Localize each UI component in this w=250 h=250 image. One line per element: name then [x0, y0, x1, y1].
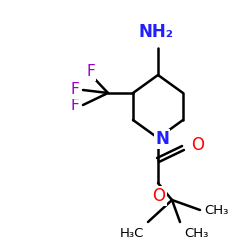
Text: O: O	[152, 187, 166, 205]
Text: F: F	[70, 82, 79, 98]
Text: CH₃: CH₃	[184, 227, 208, 240]
Text: NH₂: NH₂	[138, 23, 173, 41]
Text: N: N	[155, 130, 169, 148]
Text: O: O	[191, 136, 204, 154]
Text: F: F	[86, 64, 95, 80]
Text: F: F	[70, 98, 79, 112]
Text: H₃C: H₃C	[120, 227, 144, 240]
Text: CH₃: CH₃	[204, 204, 229, 216]
